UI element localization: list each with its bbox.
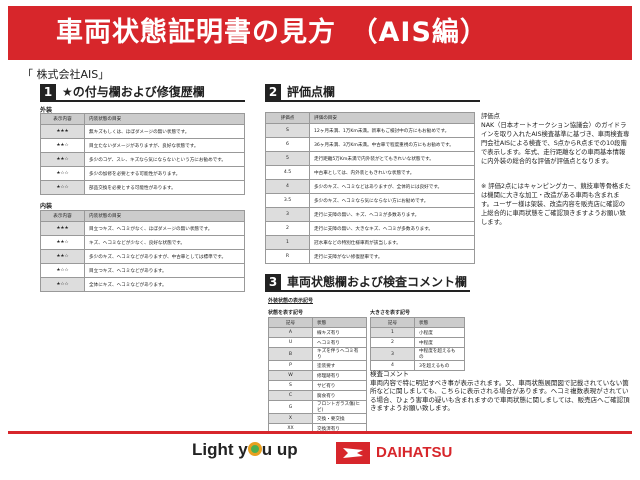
table-row: W 修理跡有り	[268, 370, 367, 381]
brand-name: DAIHATSU	[376, 444, 453, 461]
inspection-comment: 検査コメント 車両内容で特に明記すべき事が表示されます。又、車両状態展開図で記載…	[370, 370, 630, 412]
daihatsu-logo-icon	[336, 442, 370, 464]
symbols-subtitle: 外装状態の表示記号	[268, 298, 314, 304]
table-row: ★★☆ 多少のキズ、ヘコミなどがありますが、中古車としては標準です。	[40, 249, 245, 264]
score-table: 評価点 評価の目安 S 12ヶ月未満、1万Km未満。新車もご検討中の方にもお勧めです。…	[265, 112, 475, 264]
circle-o-icon	[247, 442, 262, 456]
size-label: 大きさを表す記号	[370, 310, 411, 316]
table-row: ★☆☆ 多少の加修を必要とする可能性があります。	[40, 166, 245, 181]
exterior-table: 表示内容 内装状態の目安 ★★★ 無キズもしくは、ほぼダメージの無い状態です。 ★★☆ 目…	[40, 113, 245, 195]
table-row: 3.5 多少のキズ、ヘコミなら気にならない方にお勧めです。	[265, 193, 475, 208]
table-row: X 交換・要交換	[268, 413, 367, 424]
table-row: 5 走行距離5万Km未満で内外装がとてもきれいな状態です。	[265, 151, 475, 166]
table-row: P 塗装要す	[268, 360, 367, 371]
page-title: 車両状態証明書の見方 （AIS編）	[8, 6, 632, 60]
table-header: 表示内容 内装状態の目安	[40, 113, 245, 125]
table-row: U ヘコミ有り	[268, 337, 367, 348]
section1-heading: 1 ★の付与欄および修復歴欄	[40, 84, 245, 102]
table-row: R 走行に支障がない修復歴車です。	[265, 249, 475, 264]
table-header: 表示内容 内装状態の目安	[40, 210, 245, 222]
table-row: ★☆☆ 全体にキズ、ヘコミなどがあります。	[40, 277, 245, 292]
company-label: 「 株式会社AIS」	[22, 68, 110, 81]
table-row: ★★★ 無キズもしくは、ほぼダメージの無い状態です。	[40, 124, 245, 139]
table-header: 評価点 評価の目安	[265, 112, 475, 124]
state-table: 記号 状態 A 線キズ有り U ヘコミ有り B キズを伴うヘコミ有り P 塗装要す W 修理跡有り S サ…	[268, 317, 367, 434]
table-row: ★☆☆ 部品交換を必要とする可能性があります。	[40, 180, 245, 195]
table-row: ★★★ 目立つキズ、ヘコミがなく、ほぼダメージの無い状態です。	[40, 221, 245, 236]
size-table: 記号 状態 1 小程度 2 中程度 3 中程度を超えるもの 4 3を超えるもの	[370, 317, 465, 371]
table-row: S 12ヶ月未満、1万Km未満。新車もご検討中の方にもお勧めです。	[265, 123, 475, 138]
table-row: S サビ有り	[268, 380, 367, 391]
table-row: 6 36ヶ月未満、3万Km未満。中古車で程度重視の方にもお勧めです。	[265, 137, 475, 152]
table-row: 2 中程度	[370, 337, 465, 348]
table-header: 記号 状態	[268, 317, 367, 328]
score-note: 評価点 NAK（日本オートオークション協議会）のガイドラインを取り入れたAIS検…	[481, 113, 631, 226]
table-row: ★★☆ キズ、ヘコミなどが少なく、良好な状態です。	[40, 235, 245, 250]
table-row: 4 多少のキズ、ヘコミなどはありますが、全体的には良好です。	[265, 179, 475, 194]
section3-heading: 3 車両状態欄および検査コメント欄	[265, 274, 470, 292]
table-row: G フロントガラス傷(ヒビ)	[268, 400, 367, 414]
divider	[8, 431, 632, 434]
table-row: 1 冠水車などの特別仕様車両が該当します。	[265, 235, 475, 250]
table-row: ★★☆ 多少のコゲ、スレ、キズなら気にならないという方にお勧めです。	[40, 152, 245, 167]
interior-table: 表示内容 内装状態の目安 ★★★ 目立つキズ、ヘコミがなく、ほぼダメージの無い状態です…	[40, 210, 245, 292]
exterior-label: 外装	[40, 107, 53, 114]
section2-heading: 2 評価点欄	[265, 84, 480, 102]
table-row: ★☆☆ 目立つキズ、ヘコミなどがあります。	[40, 263, 245, 278]
table-row: 4.5 中古車としては、内外装ともきれいな状態です。	[265, 165, 475, 180]
table-row: 4 3を超えるもの	[370, 360, 465, 371]
table-header: 記号 状態	[370, 317, 465, 328]
table-row: 2 走行に支障の無い、大きなキズ、ヘコミが多数あります。	[265, 221, 475, 236]
table-row: 3 走行に支障の無い、キズ、ヘコミが多数あります。	[265, 207, 475, 222]
table-row: 3 中程度を超えるもの	[370, 347, 465, 361]
state-label: 状態を表す記号	[268, 310, 304, 316]
table-row: B キズを伴うヘコミ有り	[268, 347, 367, 361]
table-row: ★★☆ 目立たないダメージがありますが、良好な状態です。	[40, 138, 245, 153]
interior-label: 内装	[40, 203, 53, 210]
table-row: 1 小程度	[370, 327, 465, 338]
table-row: A 線キズ有り	[268, 327, 367, 338]
table-row: C 腐食有り	[268, 390, 367, 401]
